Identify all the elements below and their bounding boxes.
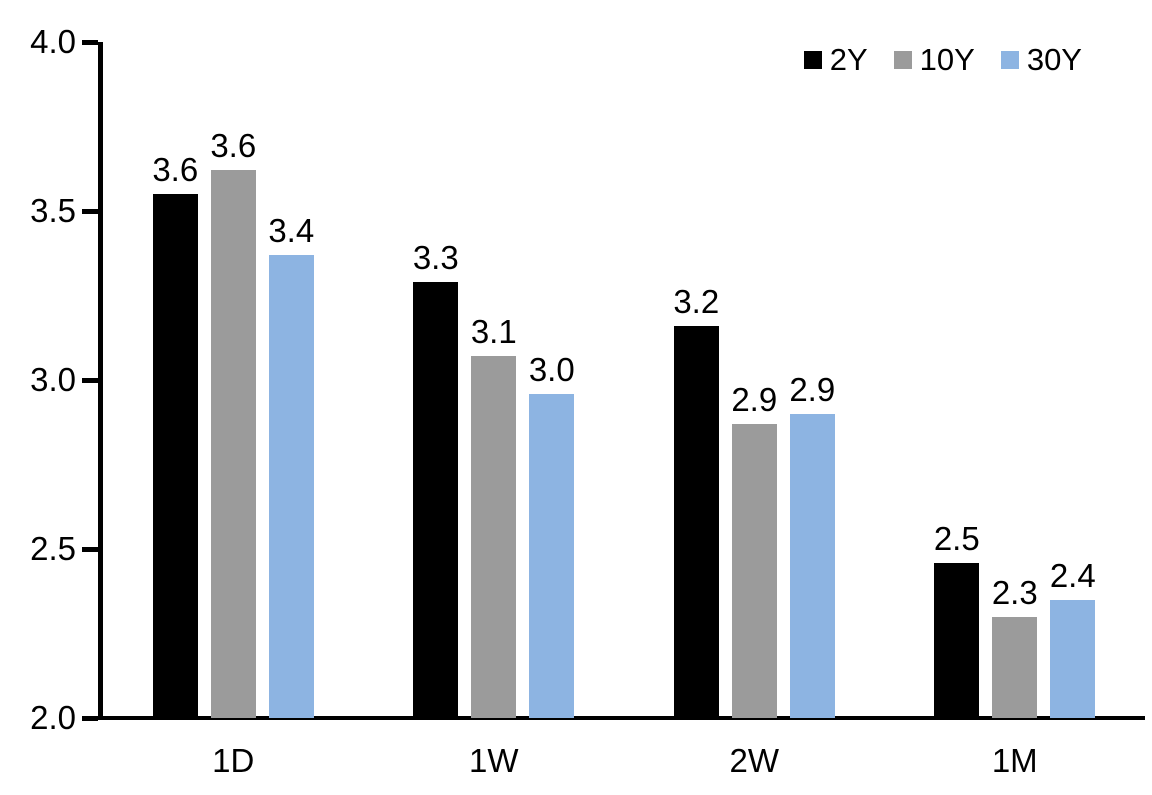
bar: 3.4 [268,214,314,718]
y-tick-label: 2.0 [30,699,76,736]
plot-area: 3.6 3.6 3.4 1D 3.3 3.1 3.0 1W 3.2 2.9 2.9 2W 2.5 2.3 2… [30,23,1145,779]
y-tick-mark [82,377,98,383]
bar-fill [731,423,777,718]
legend-swatch [893,50,912,69]
bar-value-label: 3.6 [210,127,257,165]
bar: 2.9 [731,383,777,718]
legend-item: 10Y [893,42,975,77]
y-tick-label: 2.5 [30,530,76,567]
bar-fill [413,281,459,718]
bar-fill [934,562,980,718]
bar-group: 3.2 2.9 2.9 2W [673,42,835,779]
bar-fill [529,393,575,718]
legend-swatch [1000,50,1019,69]
bar-fill [152,194,198,718]
y-tick-mark [82,208,98,214]
bar: 3.6 [210,129,256,718]
bar-value-label: 2.4 [1049,556,1096,594]
x-axis-line [98,716,1145,720]
y-tick-mark [82,546,98,552]
legend-label: 10Y [919,42,975,77]
y-tick-label: 3.0 [30,361,76,398]
bar: 2.4 [1050,559,1096,718]
bar-fill [471,356,517,718]
bar-group: 3.3 3.1 3.0 1W [413,42,575,779]
legend: 2Y 10Y 30Y [803,42,1082,77]
bar-value-label: 3.1 [470,313,517,351]
x-category-label: 1W [469,742,519,779]
bar-value-label: 3.4 [268,211,315,249]
x-category-label: 2W [729,742,780,779]
bar-groups-row: 3.6 3.6 3.4 1D 3.3 3.1 3.0 1W 3.2 2.9 2.9 2W 2.5 2.3 2… [103,42,1145,779]
bar-fill [992,616,1038,718]
bar-value-label: 3.3 [412,238,459,276]
bar-value-label: 3.2 [673,282,720,320]
bar-group: 3.6 3.6 3.4 1D [152,42,314,779]
legend-item: 2Y [803,42,868,77]
bar: 2.9 [789,373,835,718]
bar-value-label: 2.5 [933,519,980,557]
bar-fill [789,413,835,718]
x-category-label: 1M [991,742,1038,779]
y-tick-mark [82,39,98,45]
bar: 2.5 [934,522,980,718]
bar: 2.3 [992,576,1038,718]
legend-label: 30Y [1026,42,1082,77]
legend-swatch [803,50,822,69]
x-category-label: 1D [212,742,255,779]
bar-value-label: 2.3 [991,573,1038,611]
legend-label: 2Y [829,42,868,77]
legend-item: 30Y [1000,42,1082,77]
bar-fill [673,325,719,718]
bar: 3.3 [413,241,459,718]
bar-fill [268,254,314,718]
bar-fill [210,170,256,718]
bar: 3.2 [673,285,719,718]
y-tick-label: 3.5 [30,192,76,229]
bar-value-label: 3.6 [152,151,199,189]
bar: 3.1 [471,315,517,718]
bar-group: 2.5 2.3 2.4 1M [934,42,1096,779]
y-tick-label: 4.0 [30,23,76,60]
y-axis-line [98,42,103,720]
bar-fill [1050,599,1096,718]
bar-value-label: 2.9 [731,380,778,418]
bar-value-label: 3.0 [528,350,575,388]
bar: 3.0 [529,353,575,718]
bar-value-label: 2.9 [789,370,836,408]
y-tick-mark [82,715,98,721]
bar: 3.6 [152,153,198,718]
